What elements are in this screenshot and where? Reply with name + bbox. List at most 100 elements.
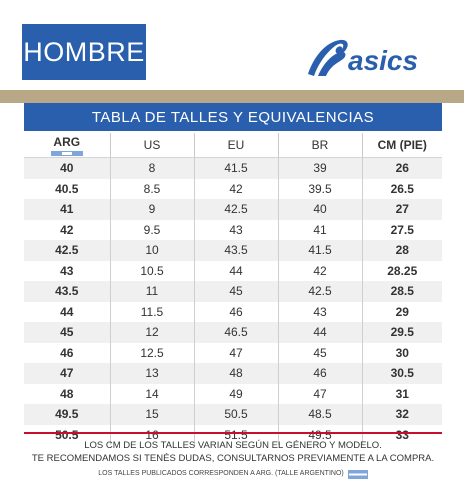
table-header-row: ARG US EU BR CM (PIE) [24, 133, 442, 158]
table-cell: 46.5 [194, 322, 279, 343]
table-cell: 42.5 [24, 240, 111, 261]
table-cell: 45 [24, 322, 111, 343]
table-cell: 29 [362, 301, 442, 322]
table-row: 47 13 48 46 30.5 [24, 363, 442, 384]
asics-stripe-logo [308, 39, 348, 76]
table-cell: 43.5 [194, 240, 279, 261]
footer-note-3: LOS TALLES PUBLICADOS CORRESPONDEN A ARG… [24, 468, 442, 480]
argentina-flag-icon [50, 150, 83, 156]
table-cell: 49.5 [278, 424, 363, 445]
table-cell: 45 [194, 281, 279, 302]
header-br: BR [278, 133, 363, 158]
table-cell: 44 [278, 322, 363, 343]
table-row: 43 10.5 44 42 28.25 [24, 260, 442, 281]
table-row: 49.5 15 50.5 48.5 32 [24, 404, 442, 425]
table-cell: 10.5 [110, 260, 195, 281]
table-cell: 46 [278, 363, 363, 384]
table-cell: 39 [278, 157, 363, 179]
table-cell: 42.5 [194, 199, 279, 220]
header-arg-label: ARG [53, 134, 81, 149]
footer-note-1: LOS CM DE LOS TALLES VARIAN SEGÚN EL GÉN… [84, 440, 382, 451]
table-row: 48 14 49 47 31 [24, 383, 442, 404]
table-cell: 42.5 [278, 281, 363, 302]
table-cell: 46 [194, 301, 279, 322]
table-cell: 28.25 [362, 260, 442, 281]
table-row: 41 9 42.5 40 27 [24, 199, 442, 220]
table-cell: 14 [110, 383, 195, 404]
table-cell: 9.5 [110, 219, 195, 240]
table-cell: 48.5 [278, 404, 363, 425]
table-cell: 51.5 [194, 424, 279, 445]
table-cell: 47 [24, 363, 111, 384]
table-row: 44 11.5 46 43 29 [24, 301, 442, 322]
footer-note-2: TE RECOMENDAMOS SI TENÉS DUDAS, CONSULTA… [31, 453, 435, 464]
table-row: 40.5 8.5 42 39.5 26.5 [24, 178, 442, 199]
argentina-flag-icon [347, 469, 368, 479]
table-cell: 27.5 [362, 219, 442, 240]
table-row: 50.5 16 51.5 49.5 33 [24, 424, 442, 445]
footer-note-3-text: LOS TALLES PUBLICADOS CORRESPONDEN A ARG… [98, 470, 344, 477]
table-cell: 32 [362, 404, 442, 425]
table-cell: 12 [110, 322, 195, 343]
table-cell: 47 [194, 342, 279, 363]
table-title: TABLA DE TALLES Y EQUIVALENCIAS [91, 108, 375, 126]
table-cell: 10 [110, 240, 195, 261]
table-cell: 42 [194, 178, 279, 199]
table-cell: 50.5 [194, 404, 279, 425]
table-cell: 11 [110, 281, 195, 302]
table-row: 43.5 11 45 42.5 28.5 [24, 281, 442, 302]
table-cell: 12.5 [110, 342, 195, 363]
gold-band [0, 90, 464, 103]
table-cell: 41.5 [278, 240, 363, 261]
size-table: ARG US EU BR CM (PIE) 40 8 41.5 39 26 40.5 8.5… [24, 133, 442, 445]
table-cell: 30 [362, 342, 442, 363]
header-cm: CM (PIE) [362, 133, 442, 158]
table-cell: 9 [110, 199, 195, 220]
table-cell: 30.5 [362, 363, 442, 384]
red-divider [24, 432, 442, 434]
table-cell: 44 [194, 260, 279, 281]
table-cell: 40 [278, 199, 363, 220]
table-cell: 45 [278, 342, 363, 363]
table-cell: 41.5 [194, 157, 279, 179]
table-cell: 28 [362, 240, 442, 261]
table-cell: 29.5 [362, 322, 442, 343]
table-cell: 49 [194, 383, 279, 404]
table-cell: 28.5 [362, 281, 442, 302]
table-cell: 42 [24, 219, 111, 240]
table-cell: 43 [24, 260, 111, 281]
table-cell: 15 [110, 404, 195, 425]
table-row: 40 8 41.5 39 26 [24, 157, 442, 179]
table-row: 42 9.5 43 41 27.5 [24, 219, 442, 240]
table-cell: 43.5 [24, 281, 111, 302]
table-cell: 8.5 [110, 178, 195, 199]
table-cell: 48 [194, 363, 279, 384]
table-cell: 46 [24, 342, 111, 363]
table-cell: 13 [110, 363, 195, 384]
table-cell: 33 [362, 424, 442, 445]
table-row: 42.5 10 43.5 41.5 28 [24, 240, 442, 261]
table-cell: 27 [362, 199, 442, 220]
table-cell: 26.5 [362, 178, 442, 199]
table-cell: 42 [278, 260, 363, 281]
table-cell: 16 [110, 424, 195, 445]
table-cell: 41 [278, 219, 363, 240]
header-eu: EU [194, 133, 279, 158]
table-cell: 49.5 [24, 404, 111, 425]
gender-tab-label: HOMBRE [23, 36, 145, 67]
table-cell: 41 [24, 199, 111, 220]
table-cell: 43 [194, 219, 279, 240]
brand-wordmark: asics [348, 45, 418, 76]
header-us: US [110, 133, 195, 158]
table-cell: 48 [24, 383, 111, 404]
table-row: 45 12 46.5 44 29.5 [24, 322, 442, 343]
table-cell: 44 [24, 301, 111, 322]
table-cell: 31 [362, 383, 442, 404]
table-cell: 39.5 [278, 178, 363, 199]
gender-tab: HOMBRE [22, 24, 146, 80]
table-row: 46 12.5 47 45 30 [24, 342, 442, 363]
table-cell: 40 [24, 157, 111, 179]
table-cell: 43 [278, 301, 363, 322]
table-title-bar: TABLA DE TALLES Y EQUIVALENCIAS [24, 103, 442, 131]
table-cell: 47 [278, 383, 363, 404]
